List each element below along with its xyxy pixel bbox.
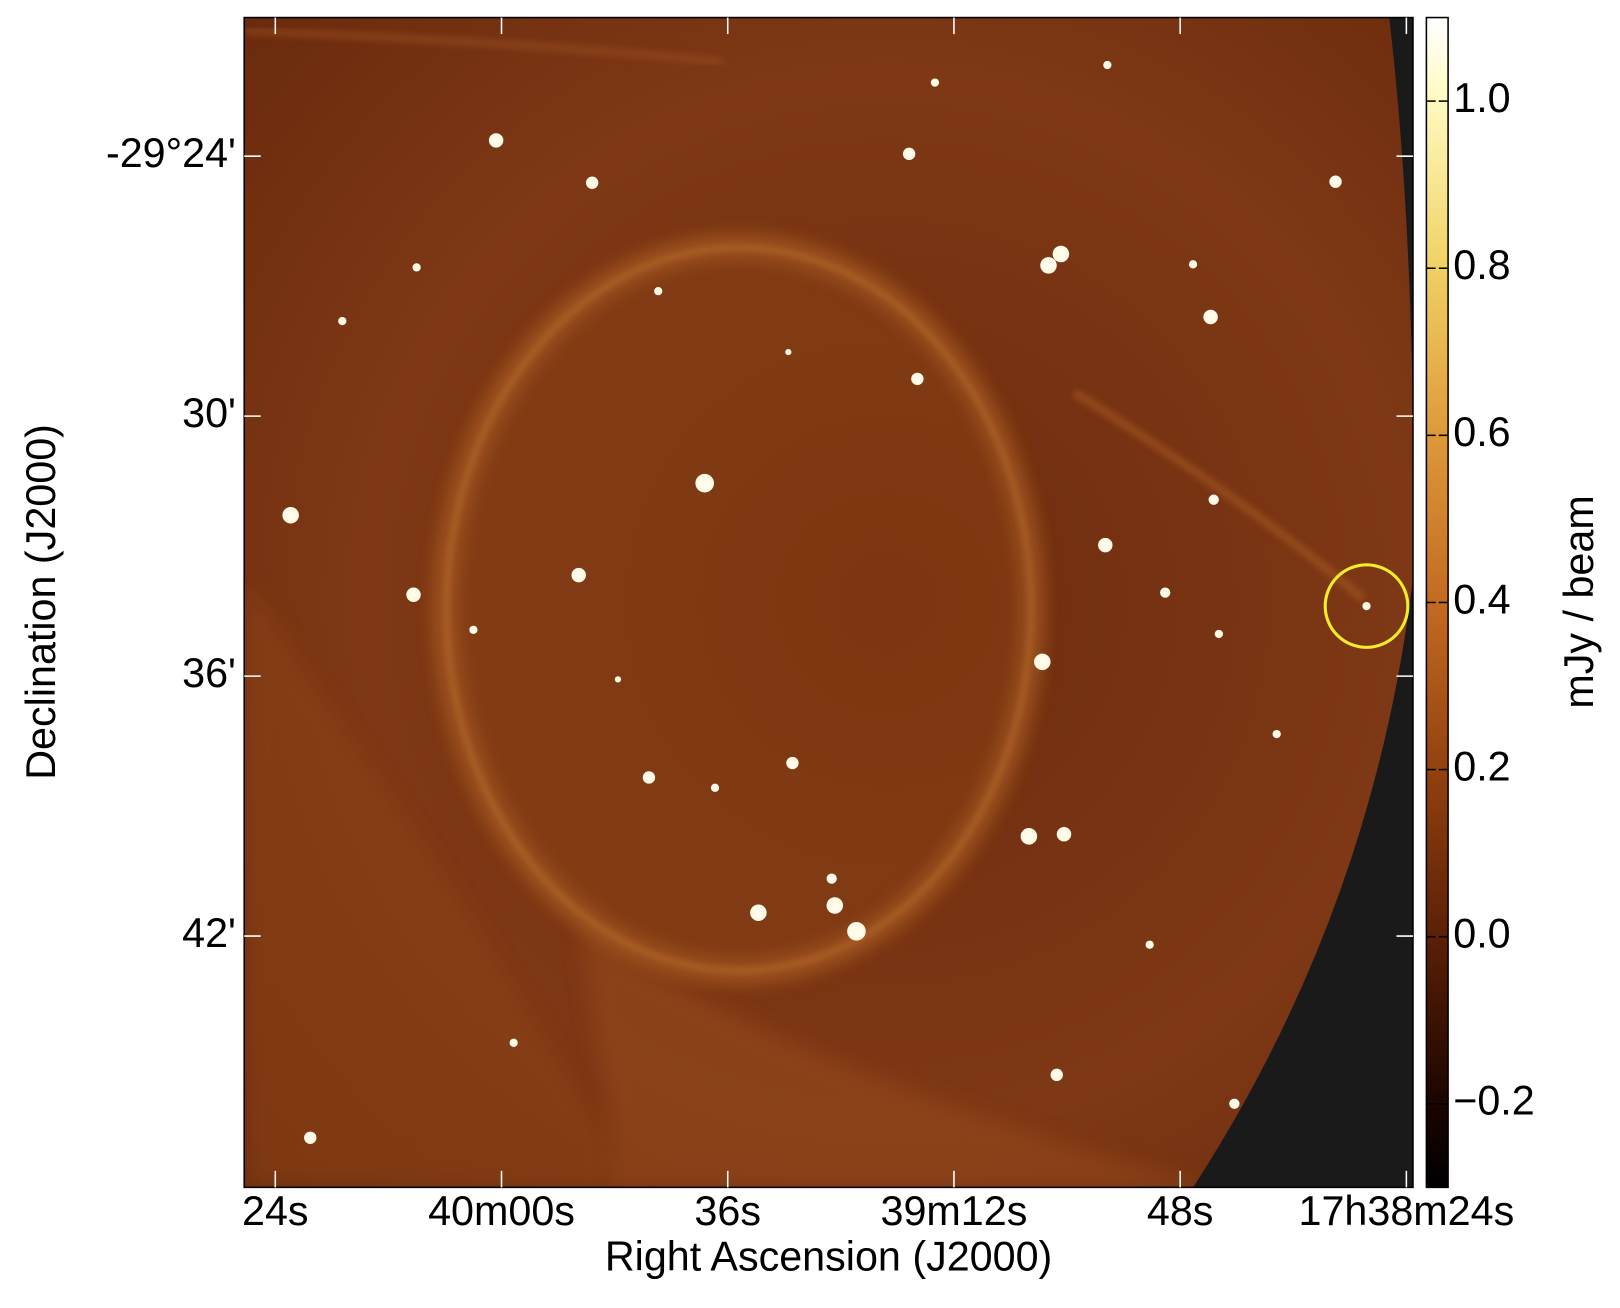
- colorbar-tick-label: 0.8: [1453, 242, 1510, 288]
- image-frame: [243, 16, 1414, 1189]
- colorbar-tick-label: 1.0: [1453, 75, 1510, 121]
- x-tick-label: 17h38m24s: [1299, 1188, 1515, 1234]
- highlight-circle: [1323, 563, 1410, 649]
- x-tick-label: 36s: [694, 1188, 761, 1234]
- blank-region: [1193, 17, 1413, 1188]
- colorbar-tick-label: −0.2: [1453, 1078, 1535, 1124]
- colorbar-tick-label: 0.6: [1453, 409, 1510, 455]
- x-tick-label: 24s: [242, 1188, 309, 1234]
- radio-image: [244, 17, 1413, 1188]
- y-tick-label: 30': [182, 390, 236, 436]
- y-tick-label: 36': [182, 650, 236, 696]
- x-tick-label: 48s: [1147, 1188, 1214, 1234]
- colorbar-tick-label: 0.0: [1453, 911, 1510, 957]
- y-axis-label: Declination (J2000): [18, 424, 64, 780]
- colorbar-label: mJy / beam: [1556, 495, 1602, 708]
- y-tick-label: 42': [182, 910, 236, 956]
- y-tick-label: -29°24': [106, 130, 236, 176]
- x-axis-label: Right Ascension (J2000): [605, 1234, 1052, 1280]
- colorbar-tick-label: 0.2: [1453, 743, 1510, 789]
- x-tick-label: 39m12s: [881, 1188, 1028, 1234]
- point-sources: [282, 60, 1371, 1144]
- x-tick-label: 40m00s: [428, 1188, 575, 1234]
- colorbar-tick-label: 0.4: [1453, 576, 1510, 622]
